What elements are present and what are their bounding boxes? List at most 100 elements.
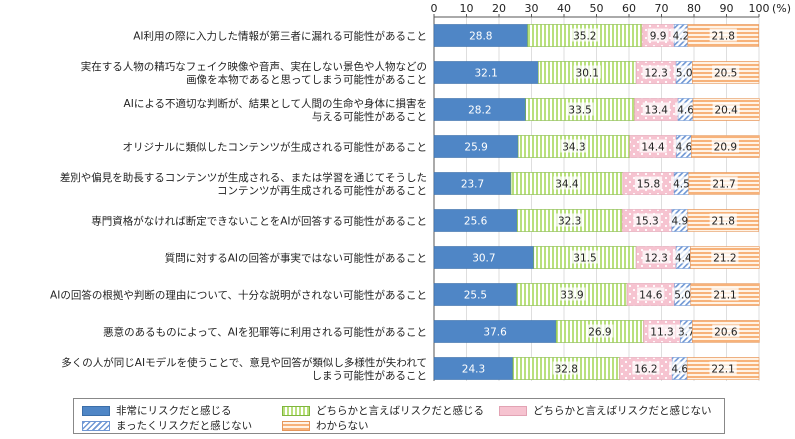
data-label: 20.5 [714, 68, 737, 80]
data-label: 32.3 [558, 216, 581, 228]
data-label: 26.9 [588, 327, 611, 339]
data-label: 4.6 [676, 142, 693, 154]
legend-item-not-risky-at-all: まったくリスクだと感じない [82, 418, 252, 433]
data-label: 25.6 [464, 216, 488, 228]
legend-label: どちらかと言えばリスクだと感じる [316, 405, 484, 417]
data-label: 34.4 [555, 179, 579, 191]
category-label: 専門資格がなければ断定できないことをAIが回答する可能性があること [91, 215, 427, 228]
data-label-backdrop [709, 361, 737, 375]
data-label-backdrop [571, 28, 599, 42]
data-label-backdrop [552, 361, 580, 375]
data-label-backdrop [712, 102, 740, 116]
x-tick-label: 100 [749, 2, 770, 15]
stacked-bar-chart: 0 10 20 30 40 50 60 70 80 90 100 (%) AI利用の際に入力した情報が… [50, 2, 791, 382]
legend-swatch [82, 405, 110, 416]
data-label: 3.7 [678, 327, 695, 339]
data-label-backdrop [673, 139, 695, 153]
data-label: 16.2 [634, 364, 657, 376]
x-tick-label: 70 [655, 2, 669, 15]
category-label: 質問に対するAIの回答が事実ではない可能性があること [165, 252, 427, 265]
data-label: 14.6 [639, 290, 663, 302]
data-label: 21.2 [713, 253, 736, 265]
data-label: 22.1 [711, 364, 734, 376]
legend-swatch [282, 405, 310, 416]
data-label: 20.4 [714, 105, 738, 117]
legend-label: まったくリスクだと感じない [116, 420, 253, 432]
data-label: 15.8 [637, 179, 660, 191]
category-label: 多くの人が同じAIモデルを使うことで、意見や回答が類似し多様性が失われて [61, 356, 427, 369]
legend-swatch [82, 420, 110, 431]
data-label: 21.8 [712, 216, 735, 228]
legend-swatch [282, 420, 310, 431]
data-label: 32.1 [474, 68, 497, 80]
data-label-backdrop [670, 28, 692, 42]
data-label: 31.5 [573, 253, 596, 265]
bars: 28.8 35.2 9.9 4.2 21.8 32.1 30.1 12.3 5.0 20.5 28.… [433, 24, 760, 380]
data-label: 12.3 [644, 253, 667, 265]
data-label: 28.8 [469, 31, 492, 43]
data-label-backdrop [711, 139, 739, 153]
data-label-backdrop [673, 65, 695, 79]
data-label: 23.7 [461, 179, 484, 191]
data-label: 12.3 [644, 68, 667, 80]
data-label: 14.4 [641, 142, 665, 154]
category-label: AIの回答の根拠や判断の理由について、十分な説明がされない可能性があること [50, 289, 427, 302]
data-label: 4.9 [672, 216, 689, 228]
data-label: 20.9 [714, 142, 737, 154]
data-label-backdrop [553, 176, 581, 190]
data-label: 4.6 [671, 364, 688, 376]
data-label: 32.8 [555, 364, 578, 376]
x-tick-label: 30 [525, 2, 539, 15]
data-label: 9.9 [650, 31, 667, 43]
data-label-backdrop [633, 213, 661, 227]
data-label-backdrop [675, 324, 697, 338]
data-label-backdrop [669, 213, 691, 227]
data-label: 37.6 [483, 327, 507, 339]
legend-item-somewhat-risky: どちらかと言えばリスクだと感じる [282, 403, 484, 418]
data-label-backdrop [642, 65, 670, 79]
data-label-backdrop [710, 176, 738, 190]
data-label: 34.3 [562, 142, 585, 154]
data-label-backdrop [672, 250, 694, 264]
x-unit-label: (%) [772, 2, 791, 15]
data-label: 4.4 [675, 253, 692, 265]
category-label: 与える可能性があること [312, 110, 427, 123]
data-label-backdrop [566, 102, 594, 116]
data-label: 21.1 [713, 290, 736, 302]
data-label: 13.4 [645, 105, 669, 117]
data-label: 24.3 [462, 364, 485, 376]
legend-item-somewhat-not-risky: どちらかと言えばリスクだと感じない [499, 403, 712, 418]
data-label-backdrop [571, 250, 599, 264]
x-tick-label: 40 [557, 2, 571, 15]
x-tick-label: 90 [720, 2, 734, 15]
data-label-backdrop [712, 65, 740, 79]
data-label-backdrop [669, 361, 691, 375]
legend-label: どちらかと言えばリスクだと感じない [533, 405, 712, 417]
data-label-backdrop [648, 324, 676, 338]
category-label: しまう可能性があること [312, 369, 428, 382]
data-label: 33.5 [568, 105, 591, 117]
data-label: 11.3 [650, 327, 673, 339]
category-label: AI利用の際に入力した情報が第三者に漏れる可能性があること [133, 30, 427, 43]
data-label: 4.5 [673, 179, 690, 191]
data-label-backdrop [632, 361, 660, 375]
data-label-backdrop [711, 250, 739, 264]
data-label: 5.0 [676, 68, 693, 80]
data-label-backdrop [558, 287, 586, 301]
data-label-backdrop [711, 287, 739, 301]
category-label: 差別や偏見を助長するコンテンツが生成される、または学習を通じてそうした [60, 171, 427, 184]
data-label: 4.6 [677, 105, 694, 117]
data-label-backdrop [573, 65, 601, 79]
legend: 非常にリスクだと感じる どちらかと言えばリスクだと感じる どちらかと言えばリスク… [73, 398, 725, 434]
category-label: AIによる不適切な判断が、結果として人間の生命や身体に損害を [124, 97, 427, 110]
legend-swatch [499, 405, 527, 416]
category-label: オリジナルに類似したコンテンツが生成される可能性があること [123, 141, 428, 154]
x-tick-label: 0 [431, 2, 438, 15]
data-label: 30.7 [472, 253, 495, 265]
category-label: 画像を本物であると思ってしまう可能性があること [186, 73, 427, 86]
data-label-backdrop [672, 287, 694, 301]
category-label: コンテンツが再生成される可能性があること [217, 184, 427, 197]
data-label: 15.3 [635, 216, 658, 228]
data-label: 21.7 [712, 179, 735, 191]
data-label: 33.9 [560, 290, 583, 302]
